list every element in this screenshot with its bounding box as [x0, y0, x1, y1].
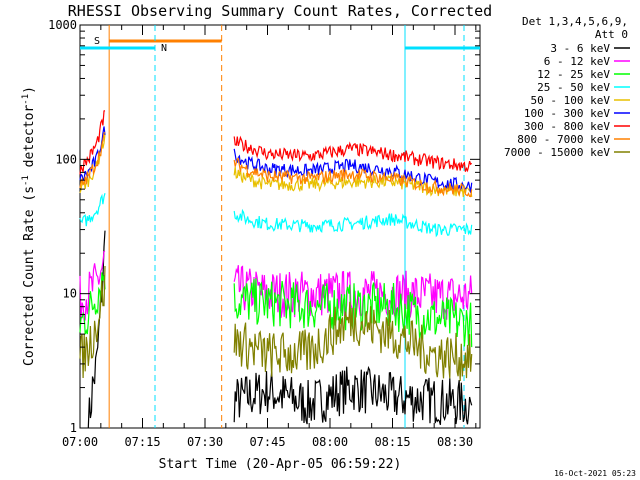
event-markers: SN: [80, 25, 480, 428]
legend-entry-label: 25 - 50 keV: [537, 81, 610, 94]
series-7000-15000-kev: [79, 265, 473, 382]
series-line: [233, 301, 473, 382]
plot-frame: [79, 24, 481, 429]
legend-entry-label: 7000 - 15000 keV: [504, 146, 610, 159]
y-tick-label: 1000: [48, 18, 77, 32]
x-tick-label: 07:45: [249, 435, 285, 449]
legend-entry-label: 100 - 300 keV: [524, 107, 610, 120]
legend-entry-label: 50 - 100 keV: [531, 94, 611, 107]
y-axis-label: Corrected Count Rate (s-1 detector-1): [21, 86, 37, 366]
x-tick-label: 07:00: [62, 435, 98, 449]
series-25-50-kev: [79, 193, 473, 238]
series-line: [79, 193, 106, 227]
series-line: [79, 265, 106, 379]
night-label: N: [161, 43, 167, 54]
series-line: [79, 110, 106, 175]
x-tick-label: 07:30: [187, 435, 223, 449]
legend-entry-label: 3 - 6 keV: [550, 42, 610, 55]
series-line: [233, 166, 473, 198]
series-line: [79, 126, 106, 182]
series-line: [233, 148, 473, 193]
x-tick-label: 08:00: [312, 435, 348, 449]
series-line: [233, 157, 473, 198]
legend-entry-label: 6 - 12 keV: [544, 55, 611, 68]
series-300-800-kev: [79, 110, 473, 175]
series-line: [233, 135, 473, 173]
y-tick-label: 10: [63, 287, 77, 301]
series-layer: [79, 110, 473, 429]
y-tick-label: 1: [70, 421, 77, 435]
series-line: [233, 208, 473, 238]
y-axis-label-mid: detector: [22, 105, 37, 176]
legend-entry-label: 800 - 7000 keV: [517, 133, 610, 146]
series-line: [79, 131, 106, 189]
y-axis-label-sup-2: -1: [21, 94, 31, 105]
series-line: [233, 365, 473, 426]
footer-timestamp: 16-Oct-2021 05:23: [554, 469, 636, 478]
x-axis-label: Start Time (20-Apr-05 06:59:22): [159, 457, 402, 472]
legend-header-line-1: Det 1,3,4,5,6,9,: [522, 15, 628, 28]
y-axis-label-sup-1: -1: [21, 175, 31, 186]
series-800-7000-kev: [79, 131, 473, 198]
y-tick-label: 100: [55, 152, 77, 166]
y-axis-ticks: 1 10 100 1000: [48, 18, 480, 435]
legend-entry-label: 12 - 25 keV: [537, 68, 610, 81]
x-tick-label: 08:15: [374, 435, 410, 449]
saa-label: S: [94, 36, 100, 47]
x-tick-label: 07:15: [124, 435, 160, 449]
legend-header-line-2: Att 0: [595, 28, 628, 41]
chart-title: RHESSI Observing Summary Count Rates, Co…: [68, 2, 492, 20]
legend-entry-label: 300 - 800 keV: [524, 120, 610, 133]
x-tick-label: 08:30: [437, 435, 473, 449]
y-axis-label-main: Corrected Count Rate (s: [22, 186, 37, 366]
y-axis-label-end: ): [22, 86, 37, 94]
series-100-300-kev: [79, 126, 473, 193]
x-axis-ticks: 07:00 07:15 07:30 07:45 08:00 08:15 08:30: [62, 25, 477, 449]
